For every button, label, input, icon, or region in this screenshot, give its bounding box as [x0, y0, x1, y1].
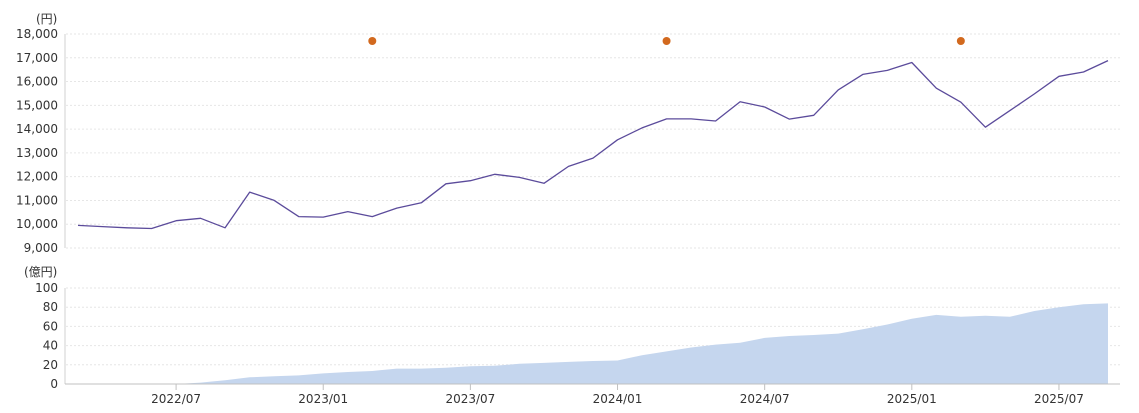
assets-area [78, 303, 1108, 384]
x-tick-label: 2025/01 [887, 392, 937, 406]
price-y-tick-label: 9,000 [24, 241, 58, 255]
x-tick-label: 2025/07 [1034, 392, 1084, 406]
event-marker-dot [662, 37, 671, 45]
x-axis: 2022/07 2023/01 2023/07 2024/01 2024/07 2025/… [151, 384, 1084, 406]
event-marker-dot [956, 37, 965, 45]
price-unit-label: (円) [36, 12, 57, 26]
price-chart: (円) 9,000 10,000 11,000 12,000 13,000 14,000 1… [16, 12, 1120, 255]
assets-y-tick-label: 40 [43, 339, 58, 353]
x-tick-label: 2024/01 [593, 392, 643, 406]
assets-y-tick-label: 20 [43, 358, 58, 372]
price-series [77, 60, 1109, 230]
assets-unit-label: (億円) [24, 265, 57, 279]
assets-y-axis: 0 20 40 60 80 100 [35, 281, 58, 391]
price-line [77, 60, 1109, 230]
price-y-tick-label: 17,000 [16, 51, 58, 65]
price-y-tick-label: 10,000 [16, 217, 58, 231]
price-y-tick-label: 18,000 [16, 27, 58, 41]
assets-y-tick-label: 60 [43, 319, 58, 333]
price-y-tick-label: 12,000 [16, 170, 58, 184]
assets-y-tick-label: 100 [35, 281, 58, 295]
x-tick-label: 2024/07 [740, 392, 790, 406]
assets-y-tick-label: 0 [50, 377, 58, 391]
price-y-tick-label: 14,000 [16, 122, 58, 136]
price-y-tick-label: 16,000 [16, 75, 58, 89]
x-tick-label: 2023/07 [445, 392, 495, 406]
assets-y-tick-label: 80 [43, 300, 58, 314]
x-tick-label: 2022/07 [151, 392, 201, 406]
price-y-axis: 9,000 10,000 11,000 12,000 13,000 14,000 15,00… [16, 27, 58, 255]
price-y-tick-label: 13,000 [16, 146, 58, 160]
price-y-tick-label: 15,000 [16, 98, 58, 112]
x-tick-label: 2023/01 [298, 392, 348, 406]
price-y-tick-label: 11,000 [16, 193, 58, 207]
event-markers [368, 37, 965, 45]
event-marker-dot [368, 37, 377, 45]
